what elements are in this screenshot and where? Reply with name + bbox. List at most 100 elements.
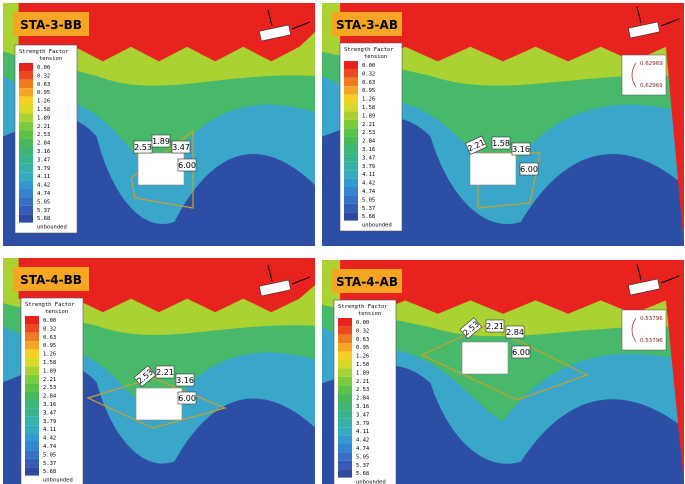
factor-label: 6.00 bbox=[177, 391, 197, 405]
legend-label: 0.63 bbox=[43, 335, 56, 341]
legend-label: 5.68 bbox=[356, 471, 369, 477]
legend-label: 1.58 bbox=[43, 360, 56, 366]
load-arrow bbox=[660, 18, 680, 27]
legend-swatch bbox=[338, 418, 352, 428]
factor-box bbox=[459, 317, 483, 340]
title-box bbox=[13, 12, 89, 36]
legend-subtitle: tension bbox=[364, 54, 387, 60]
legend-label: 0.32 bbox=[43, 326, 56, 332]
legend-label: 5.68 bbox=[43, 469, 56, 475]
legend-swatch bbox=[344, 119, 358, 129]
legend-swatch bbox=[338, 452, 352, 461]
panel-title: STA-4-AB bbox=[336, 275, 398, 289]
factor-label: 1.89 bbox=[151, 134, 171, 148]
legend-swatch bbox=[25, 467, 39, 476]
legend-swatch bbox=[338, 376, 352, 386]
legend-swatch bbox=[344, 153, 358, 162]
legend-label: 1.26 bbox=[356, 354, 369, 360]
legend-swatch bbox=[25, 316, 39, 325]
factor-box bbox=[491, 136, 511, 150]
legend-swatch bbox=[344, 203, 358, 213]
legend-swatch bbox=[344, 86, 358, 95]
legend-swatch bbox=[338, 385, 352, 394]
legend-swatch bbox=[338, 360, 352, 369]
factor-label: 3.16 bbox=[175, 373, 195, 387]
legend-swatch bbox=[25, 391, 39, 400]
title-box bbox=[332, 12, 402, 36]
factor-label: 3.16 bbox=[511, 142, 531, 156]
legend-label: 4.74 bbox=[37, 191, 51, 197]
legend-label: 0.00 bbox=[356, 320, 369, 326]
legend-subtitle: tension bbox=[45, 309, 68, 315]
legend-label: 0.63 bbox=[356, 337, 369, 343]
legend-label: 2.53 bbox=[362, 130, 375, 136]
factor-value: 3.16 bbox=[512, 145, 530, 154]
legend-label: 4.11 bbox=[43, 427, 56, 433]
legend-swatch bbox=[344, 94, 358, 103]
legend-swatch bbox=[25, 358, 39, 367]
legend-label: 1.89 bbox=[37, 115, 50, 121]
legend-swatch bbox=[19, 138, 33, 147]
title-box bbox=[332, 269, 402, 293]
factor-value: 6.00 bbox=[178, 394, 196, 403]
legend-label: 0.32 bbox=[356, 328, 369, 334]
legend-swatch bbox=[25, 425, 39, 434]
legend-label: 5.68 bbox=[37, 216, 50, 222]
factor-label: 2.21 bbox=[465, 135, 488, 155]
legend-swatch bbox=[19, 113, 33, 122]
legend-label: 0.32 bbox=[37, 73, 50, 79]
factor-label: 6.00 bbox=[519, 162, 539, 176]
force-box bbox=[621, 309, 667, 351]
load-arrow bbox=[291, 21, 311, 30]
legend-label: 5.05 bbox=[362, 197, 375, 203]
legend-label: 1.58 bbox=[356, 362, 369, 368]
force-plot bbox=[631, 317, 637, 343]
factor-box bbox=[171, 140, 191, 154]
legend-label: 1.26 bbox=[37, 99, 50, 105]
legend-label: 3.79 bbox=[362, 164, 375, 170]
contour-red bbox=[18, 3, 315, 62]
legend-swatch bbox=[25, 442, 39, 451]
force-value: 0.62969 bbox=[640, 61, 663, 67]
excavation bbox=[135, 387, 183, 421]
legend-swatch bbox=[25, 383, 39, 392]
load-arrow bbox=[660, 275, 680, 284]
legend-label: 3.16 bbox=[37, 149, 50, 155]
legend-title: Strength Factor bbox=[344, 47, 394, 53]
factor-label: 2.21 bbox=[155, 365, 175, 379]
legend-swatch bbox=[338, 351, 352, 360]
legend-label: 5.05 bbox=[43, 452, 56, 458]
factor-label: 3.47 bbox=[171, 140, 191, 154]
legend-swatch bbox=[25, 433, 39, 442]
legend-swatch bbox=[344, 178, 358, 187]
excavation bbox=[137, 152, 185, 186]
legend-title: Strength Factor bbox=[19, 49, 69, 55]
legend-label: 3.16 bbox=[43, 402, 56, 408]
legend-label: unbounded bbox=[356, 480, 386, 484]
legend-subtitle: tension bbox=[39, 56, 62, 62]
title-box bbox=[13, 267, 89, 291]
legend-label: 3.47 bbox=[362, 155, 375, 161]
factor-box bbox=[177, 158, 197, 172]
legend-label: 0.95 bbox=[43, 343, 56, 349]
slip-surface bbox=[86, 377, 227, 429]
legend-swatch bbox=[19, 189, 33, 198]
force-value: 0.53796 bbox=[640, 338, 663, 344]
legend-label: 4.42 bbox=[37, 183, 50, 189]
force-plot bbox=[631, 62, 637, 88]
legend-swatch bbox=[338, 460, 352, 470]
legend-label: 5.37 bbox=[43, 461, 56, 467]
legend-label: 2.21 bbox=[356, 379, 369, 385]
factor-box bbox=[155, 365, 175, 379]
legend-swatch bbox=[344, 77, 358, 87]
legend-label: 3.79 bbox=[43, 419, 56, 425]
legend-label: 2.21 bbox=[43, 377, 56, 383]
legend-swatch bbox=[19, 163, 33, 173]
legend-swatch bbox=[19, 105, 33, 114]
legend-swatch bbox=[19, 180, 33, 189]
legend-label: 5.37 bbox=[362, 206, 375, 212]
